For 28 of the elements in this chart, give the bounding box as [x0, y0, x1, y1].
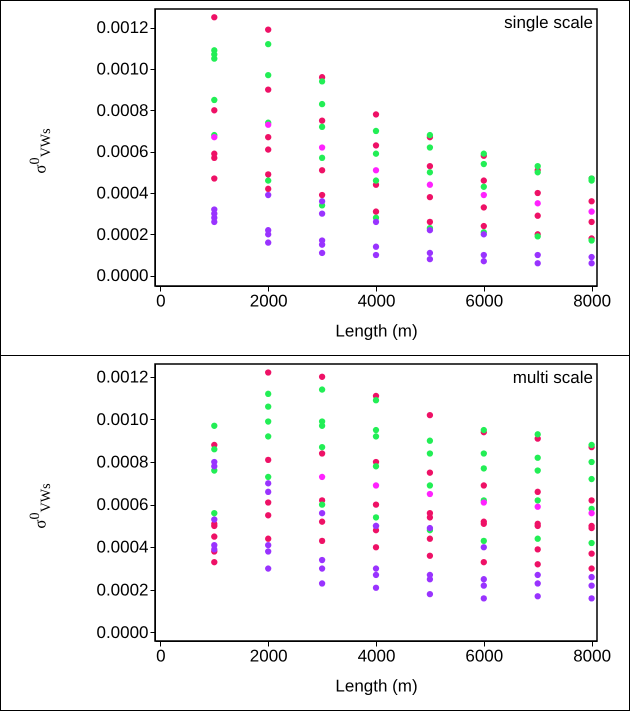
y-tick-label: 0.0002	[96, 580, 148, 600]
y-tick-label: 0.0000	[96, 266, 148, 286]
y-tick-label: 0.0012	[96, 18, 148, 38]
y-tick-label: 0.0010	[96, 59, 148, 78]
x-tick-label: 6000	[465, 646, 504, 666]
x-tick-label: 2000	[250, 292, 288, 310]
y-tick-label: 0.0000	[96, 622, 148, 642]
y-tick-label: 0.0008	[96, 452, 148, 472]
x-tick-label: 4000	[358, 292, 396, 310]
y-tick-label: 0.0002	[96, 224, 148, 244]
y-tick-label: 0.0006	[96, 142, 148, 162]
x-tick-label: 8000	[573, 292, 612, 310]
annotation: single scale	[504, 13, 593, 32]
x-tick-label: 0	[156, 292, 166, 310]
x-tick-label: 2000	[250, 646, 288, 666]
y-tick-label: 0.0008	[96, 100, 148, 120]
x-axis-title: Length (m)	[335, 322, 418, 340]
x-tick-label: 0	[156, 646, 166, 666]
x-tick-label: 4000	[358, 646, 396, 666]
annotation: multi scale	[512, 368, 593, 387]
x-tick-label: 6000	[465, 292, 504, 310]
y-tick-label: 0.0010	[96, 410, 148, 429]
x-axis-title: Length (m)	[335, 676, 418, 696]
y-tick-label: 0.0004	[96, 183, 148, 202]
y-tick-label: 0.0012	[96, 367, 148, 386]
y-tick-label: 0.0004	[96, 538, 148, 557]
x-tick-label: 8000	[573, 646, 612, 666]
y-tick-label: 0.0006	[96, 495, 148, 514]
